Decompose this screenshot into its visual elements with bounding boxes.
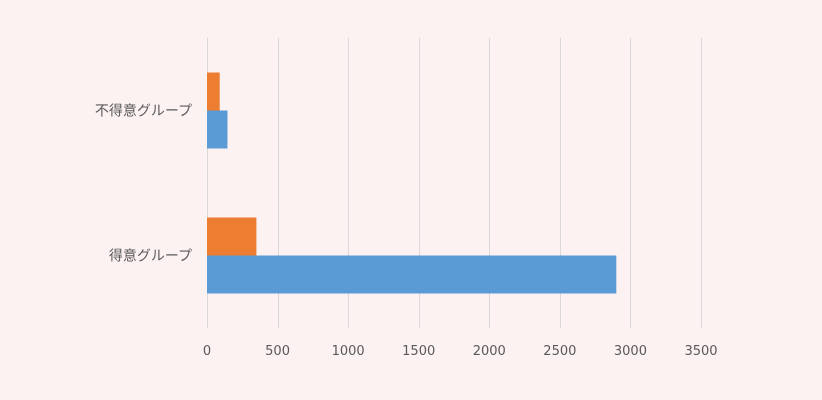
x-axis-ticks: 0 500 1000 1500 2000 2500 3000 3500	[203, 344, 718, 359]
x-tick-label: 3500	[684, 344, 717, 359]
x-tick-label: 0	[203, 344, 211, 359]
x-tick-label: 1000	[332, 344, 365, 359]
x-tick-label: 2500	[543, 344, 576, 359]
x-tick-label: 3000	[614, 344, 647, 359]
x-tick-label: 1500	[402, 344, 435, 359]
category-label: 不得意グループ	[95, 103, 192, 120]
gridlines	[207, 38, 702, 328]
bar-series-1-category-0	[207, 72, 220, 111]
category-label: 得意グループ	[109, 248, 192, 265]
bar-series-0-category-1	[207, 255, 617, 294]
bar-series-0-category-0	[207, 110, 228, 149]
bars	[207, 72, 617, 294]
x-tick-label: 500	[265, 344, 290, 359]
bar-series-1-category-1	[207, 217, 257, 256]
x-tick-label: 2000	[473, 344, 506, 359]
